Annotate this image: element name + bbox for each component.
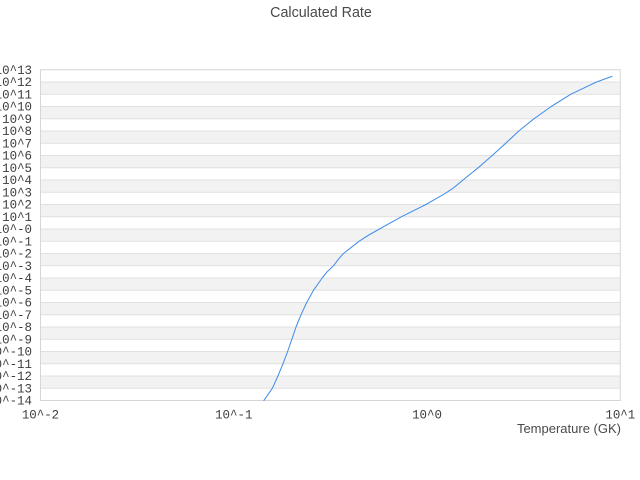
svg-text:10^1: 10^1 (605, 408, 635, 422)
svg-text:10^-3: 10^-3 (0, 260, 32, 274)
svg-text:10^-0: 10^-0 (0, 223, 32, 237)
svg-text:10^4: 10^4 (2, 174, 32, 188)
svg-text:10^5: 10^5 (2, 162, 32, 176)
svg-text:10^-13: 10^-13 (0, 382, 32, 396)
svg-text:10^-2: 10^-2 (0, 248, 32, 262)
svg-text:10^1: 10^1 (2, 211, 32, 225)
svg-text:10^6: 10^6 (2, 150, 32, 164)
svg-text:10^-14: 10^-14 (0, 395, 32, 409)
svg-text:10^7: 10^7 (2, 137, 32, 151)
svg-text:10^-11: 10^-11 (0, 358, 32, 372)
svg-text:Temperature (GK): Temperature (GK) (517, 421, 621, 436)
svg-text:10^-9: 10^-9 (0, 333, 32, 347)
svg-text:10^-8: 10^-8 (0, 321, 32, 335)
svg-text:10^9: 10^9 (2, 113, 32, 127)
svg-text:10^-5: 10^-5 (0, 284, 32, 298)
svg-text:10^11: 10^11 (0, 88, 32, 102)
svg-text:10^-6: 10^-6 (0, 297, 32, 311)
svg-text:10^-7: 10^-7 (0, 309, 32, 323)
svg-text:10^-10: 10^-10 (0, 346, 32, 360)
svg-text:10^-1: 10^-1 (215, 408, 252, 422)
svg-text:Calculated Rate: Calculated Rate (270, 5, 372, 21)
svg-text:10^-1: 10^-1 (0, 235, 32, 249)
svg-text:10^-12: 10^-12 (0, 370, 32, 384)
svg-text:10^10: 10^10 (0, 101, 32, 115)
svg-text:10^13: 10^13 (0, 64, 32, 78)
svg-text:10^0: 10^0 (412, 408, 442, 422)
svg-text:10^-2: 10^-2 (22, 408, 59, 422)
svg-text:10^8: 10^8 (2, 125, 32, 139)
svg-text:10^3: 10^3 (2, 186, 32, 200)
svg-text:10^-4: 10^-4 (0, 272, 32, 286)
svg-text:10^2: 10^2 (2, 199, 32, 213)
svg-text:10^12: 10^12 (0, 76, 32, 90)
